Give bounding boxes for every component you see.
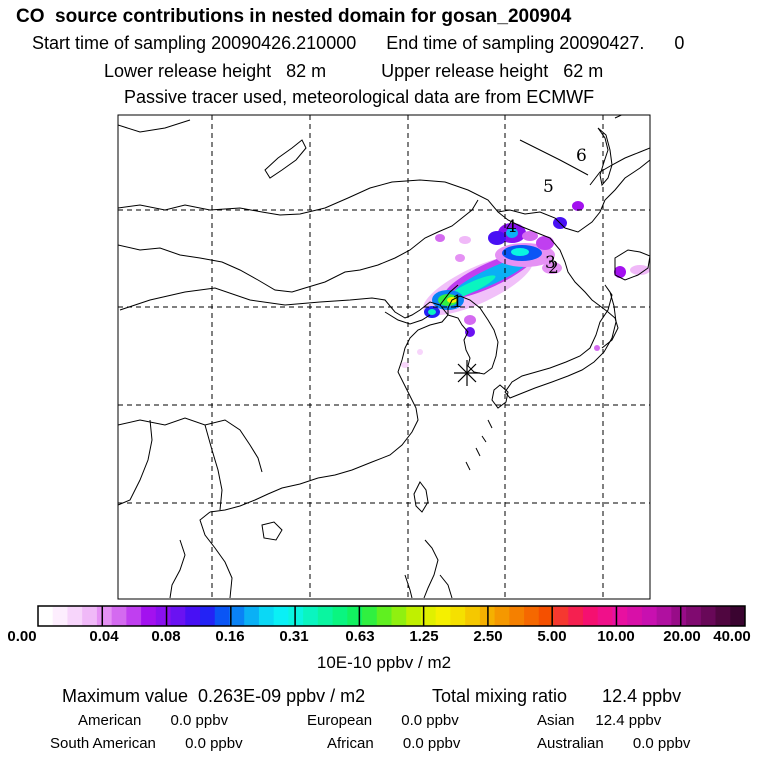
colorbar-cell: [126, 606, 142, 626]
colorbar-tick-label: 0.16: [215, 628, 245, 645]
colorbar-cell: [244, 606, 260, 626]
colorbar-cell: [435, 606, 451, 626]
colorbar-cell: [450, 606, 466, 626]
colorbar-cell: [494, 606, 510, 626]
american-contribution: American 0.0 ppbv: [78, 712, 229, 729]
colorbar-cell: [82, 606, 98, 626]
colorbar-cell: [141, 606, 157, 626]
colorbar-cell: [229, 606, 245, 626]
colorbar-cell: [509, 606, 525, 626]
colorbar-cells: [38, 606, 746, 626]
colorbar-cell: [671, 606, 687, 626]
colorbar-tick-label: 0.08: [151, 628, 181, 645]
colorbar-cell: [111, 606, 127, 626]
map-content: [118, 115, 650, 599]
colorbar-tick-label: 10.00: [597, 628, 635, 645]
colorbar-cell: [200, 606, 216, 626]
receptor-asterisk-icon: [454, 360, 480, 386]
colorbar-cell: [347, 606, 363, 626]
colorbar-cell: [597, 606, 613, 626]
colorbar-cell: [730, 606, 746, 626]
concentration-plume: [401, 201, 650, 368]
colorbar-dividers: [101, 606, 682, 626]
australian-contribution: Australian 0.0 ppbv: [537, 735, 691, 752]
colorbar-cell: [317, 606, 334, 626]
colorbar-cell: [155, 606, 172, 626]
colorbar-cell: [612, 606, 628, 626]
colorbar-tick-label: 0.00: [7, 628, 37, 645]
colorbar-cell: [67, 606, 83, 626]
source-label-6: 6: [576, 146, 587, 166]
colorbar-cell: [38, 606, 54, 626]
colorbar-cell: [627, 606, 643, 626]
colorbar-cell: [420, 606, 437, 626]
colorbar-cell: [391, 606, 407, 626]
colorbar-tick-label: 2.50: [473, 628, 503, 645]
colorbar-tick-label: 0.31: [279, 628, 309, 645]
colorbar-cell: [700, 606, 717, 626]
lat-lon-grid: [118, 115, 650, 599]
colorbar-frame: [37, 605, 746, 627]
colorbar-cell: [376, 606, 392, 626]
source-label-3: 3: [545, 253, 556, 273]
colorbar-cell: [303, 606, 319, 626]
colorbar-cell: [52, 606, 68, 626]
source-label-2: 2: [548, 258, 559, 278]
colorbar-cell: [96, 606, 113, 626]
african-contribution: African 0.0 ppbv: [327, 735, 461, 752]
source-label-4: 4: [506, 217, 517, 237]
colorbar-cell: [288, 606, 304, 626]
colorbar-cell: [273, 606, 289, 626]
colorbar-cell: [686, 606, 702, 626]
tracer-info-line: Passive tracer used, meteorological data…: [124, 87, 595, 107]
colorbar-cell: [538, 606, 555, 626]
colorbar-cell: [568, 606, 584, 626]
colorbar-tick-label: 1.25: [409, 628, 439, 645]
plot-title: CO source contributions in nested domain…: [16, 6, 572, 27]
colorbar-cell: [362, 606, 378, 626]
colorbar-cell: [715, 606, 731, 626]
colorbar-cell: [641, 606, 658, 626]
release-height-line: Lower release height 82 m Upper release …: [104, 61, 604, 81]
asian-contribution: Asian 12.4 ppbv: [537, 712, 662, 729]
colorbar-cell: [656, 606, 672, 626]
colorbar-tick-label: 40.00: [713, 628, 751, 645]
colorbar-cell: [170, 606, 186, 626]
colorbar-cell: [185, 606, 201, 626]
source-label-5: 5: [543, 177, 554, 197]
coastlines: [118, 115, 650, 599]
colorbar-tick-label: 0.04: [89, 628, 119, 645]
colorbar-cell: [258, 606, 275, 626]
colorbar-cell: [524, 606, 540, 626]
colorbar-cell: [332, 606, 348, 626]
colorbar-unit-label: 10E-10 ppbv / m2: [316, 653, 452, 672]
colorbar-cell: [582, 606, 599, 626]
colorbar-tick-label: 5.00: [537, 628, 567, 645]
maximum-value-label: Maximum value 0.263E-09 ppbv / m2: [62, 686, 366, 706]
european-contribution: European 0.0 ppbv: [307, 712, 459, 729]
total-mixing-ratio-label: Total mixing ratio 12.4 ppbv: [432, 686, 682, 706]
colorbar-cell: [214, 606, 230, 626]
sampling-time-line: Start time of sampling 20090426.210000 E…: [32, 33, 685, 53]
colorbar-cell: [553, 606, 569, 626]
colorbar-cell: [406, 606, 422, 626]
source-label-1: 1: [452, 292, 463, 312]
colorbar-cell: [465, 606, 481, 626]
map-frame: [117, 114, 651, 600]
colorbar-tick-label: 20.00: [663, 628, 701, 645]
colorbar-tick-label: 0.63: [345, 628, 375, 645]
south-american-contribution: South American 0.0 ppbv: [50, 735, 243, 752]
